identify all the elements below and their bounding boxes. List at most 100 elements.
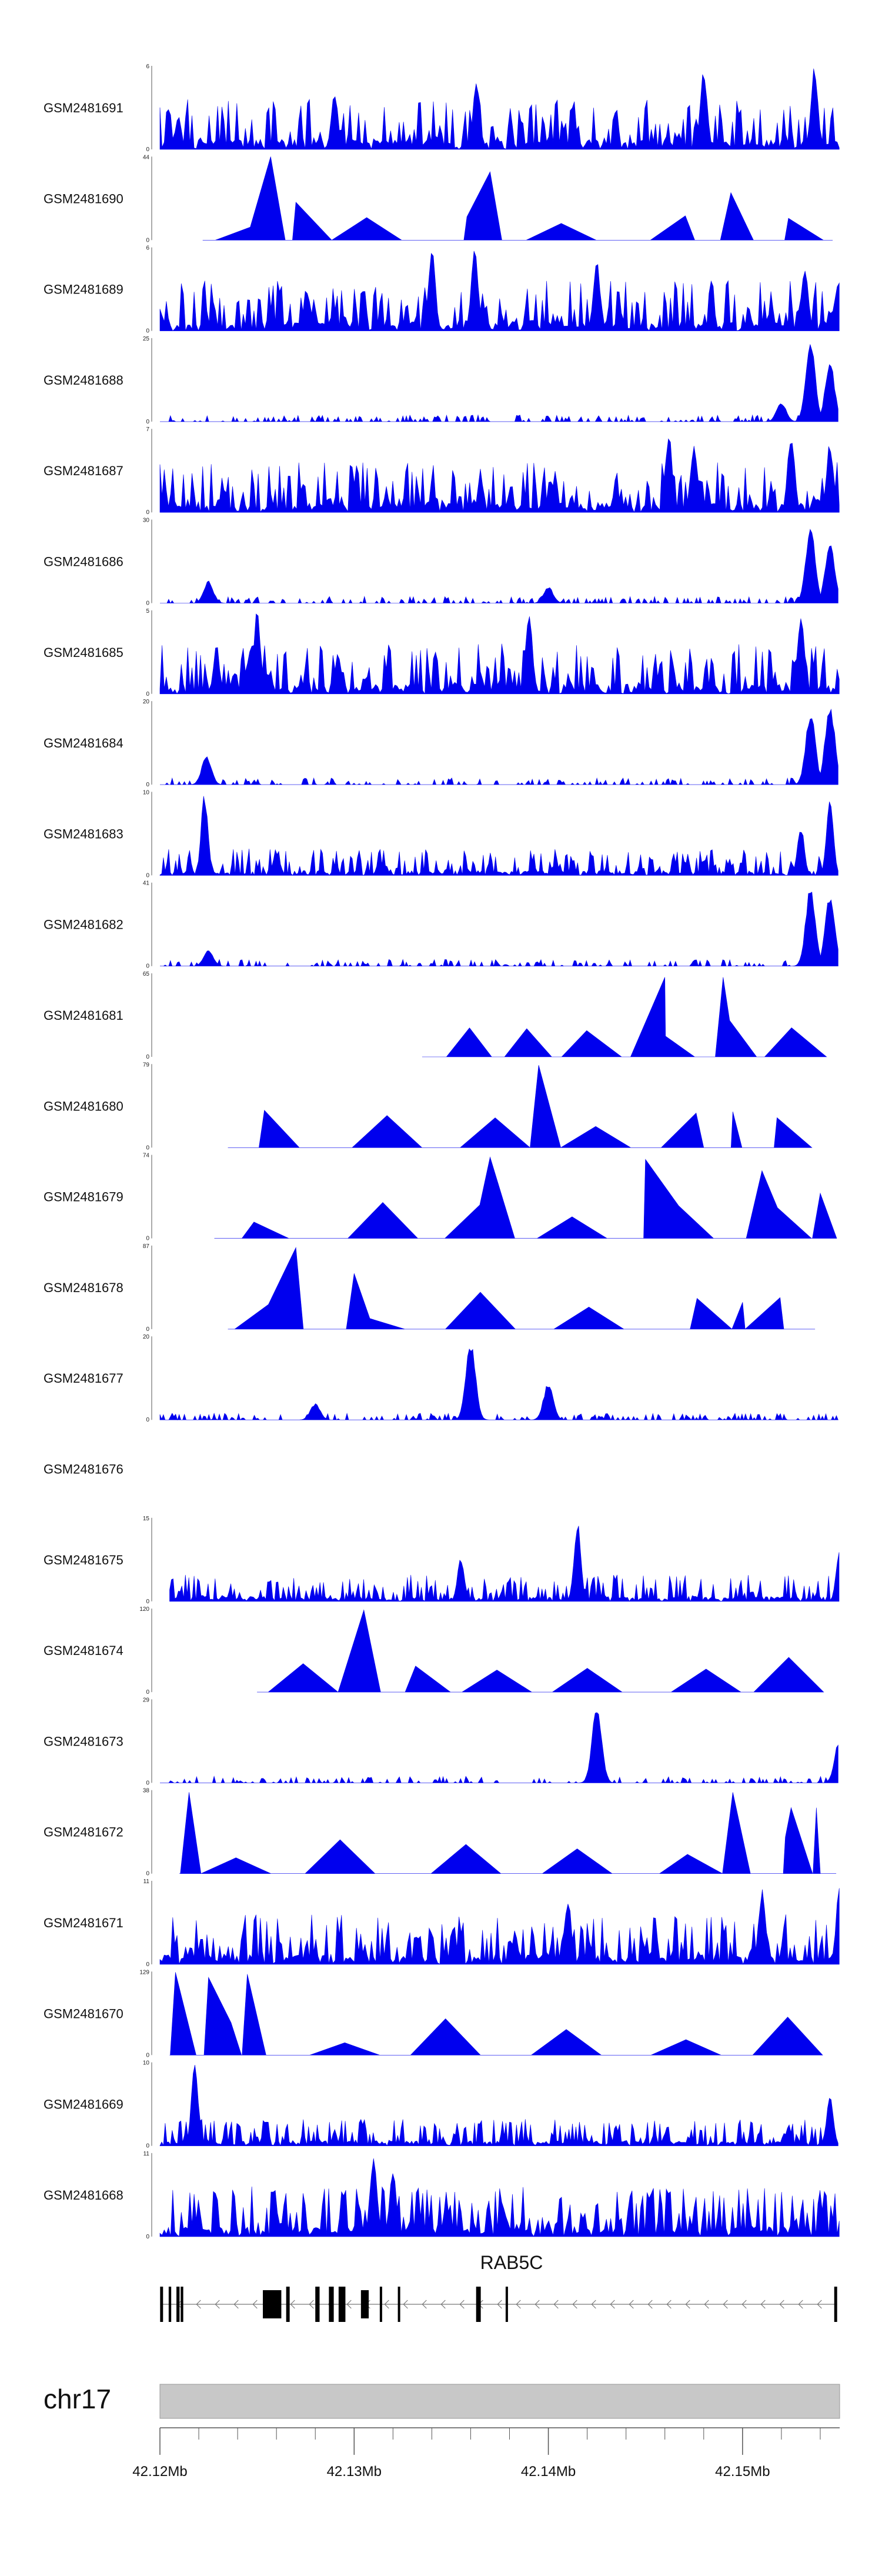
strand-chevron: [666, 2300, 671, 2309]
signal-area: [160, 1712, 838, 1784]
gene-exon: [360, 2290, 369, 2318]
track-label: GSM2481675: [44, 1553, 123, 1567]
axis-tick-label: 42.13Mb: [327, 2464, 382, 2480]
track-GSM2481673: GSM2481673 29 0: [44, 1697, 838, 1786]
track-GSM2481672: GSM2481672 38 0: [44, 1788, 837, 1877]
track-ymax-label: 6: [146, 64, 149, 70]
track-ymax-label: 7: [146, 426, 149, 433]
track-ymin-label: 0: [146, 600, 149, 607]
track-label: GSM2481685: [44, 645, 123, 660]
track-GSM2481678: GSM2481678 87 0: [44, 1243, 816, 1333]
track-label: GSM2481672: [44, 1825, 123, 1840]
strand-chevron: [233, 2300, 239, 2309]
track-GSM2481688: GSM2481688 25 0: [44, 336, 838, 425]
track-ymin-label: 0: [146, 1780, 149, 1786]
track-label: GSM2481689: [44, 282, 123, 297]
strand-chevron: [798, 2300, 803, 2309]
strand-chevron: [685, 2300, 690, 2309]
strand-chevron: [459, 2300, 465, 2309]
track-ymax-label: 10: [143, 789, 150, 796]
track-ymax-label: 15: [143, 1516, 150, 1522]
track-label: GSM2481683: [44, 826, 123, 841]
track-label: GSM2481687: [44, 463, 123, 478]
signal-area: [169, 1972, 823, 2056]
gene-exon: [176, 2287, 180, 2322]
track-ymin-label: 0: [146, 1236, 149, 1242]
signal-area: [257, 1609, 824, 1693]
signal-area: [159, 251, 840, 332]
track-ymin-label: 0: [146, 1144, 149, 1151]
track-GSM2481676: GSM2481676: [44, 1462, 123, 1477]
gene-exon: [329, 2287, 334, 2322]
gene-exon: [379, 2287, 382, 2322]
strand-chevron: [497, 2300, 502, 2309]
track-ymax-label: 11: [143, 2151, 150, 2157]
track-label: GSM2481669: [44, 2097, 123, 2112]
track-ymax-label: 10: [143, 2060, 150, 2067]
track-label: GSM2481673: [44, 1734, 123, 1749]
track-GSM2481682: GSM2481682 41 0: [44, 880, 838, 970]
axis-tick-label: 42.14Mb: [521, 2464, 576, 2480]
signal-area: [422, 977, 827, 1057]
track-ymax-label: 5: [146, 608, 149, 615]
track-ymin-label: 0: [146, 419, 149, 425]
track-ymax-label: 11: [143, 1878, 150, 1885]
strand-chevron: [723, 2300, 728, 2309]
track-ymin-label: 0: [146, 1326, 149, 1333]
track-GSM2481680: GSM2481680 79 0: [44, 1062, 813, 1151]
track-GSM2481689: GSM2481689 6 0: [44, 245, 840, 335]
track-label: GSM2481686: [44, 555, 123, 569]
track-ymin-label: 0: [146, 872, 149, 879]
track-ymax-label: 25: [143, 336, 150, 342]
strand-chevron: [741, 2300, 747, 2309]
track-ymin-label: 0: [146, 1599, 149, 1605]
signal-area: [202, 156, 833, 241]
strand-chevron: [817, 2300, 822, 2309]
track-ymin-label: 0: [146, 1417, 149, 1423]
strand-chevron: [516, 2300, 521, 2309]
track-GSM2481675: GSM2481675 15 0: [44, 1516, 840, 1605]
track-ymax-label: 41: [143, 880, 150, 887]
track-label: GSM2481674: [44, 1643, 123, 1658]
gene-exon: [168, 2287, 172, 2322]
signal-area: [169, 1526, 840, 1602]
track-label: GSM2481677: [44, 1371, 123, 1386]
signal-area: [228, 1065, 813, 1148]
signal-area: [159, 613, 840, 695]
strand-chevron: [629, 2300, 634, 2309]
gene-exon: [476, 2287, 481, 2322]
strand-chevron: [384, 2300, 389, 2309]
track-label: GSM2481671: [44, 1916, 123, 1930]
signal-area: [228, 1247, 816, 1330]
strand-chevron: [440, 2300, 446, 2309]
track-GSM2481683: GSM2481683 10 0: [44, 789, 838, 879]
strand-chevron: [252, 2300, 258, 2309]
strand-chevron: [572, 2300, 577, 2309]
track-GSM2481685: GSM2481685 5 0: [44, 608, 840, 698]
signal-area: [159, 2158, 840, 2237]
signal-area: [159, 1888, 840, 1965]
track-ymax-label: 74: [143, 1153, 150, 1159]
gene-exon: [181, 2287, 183, 2322]
track-GSM2481679: GSM2481679 74 0: [44, 1153, 837, 1242]
gene-exon: [338, 2287, 346, 2322]
strand-chevron: [290, 2300, 295, 2309]
track-label: GSM2481682: [44, 917, 123, 932]
track-GSM2481677: GSM2481677 20 0: [44, 1334, 838, 1423]
strand-chevron: [196, 2300, 201, 2309]
track-ymin-label: 0: [146, 1961, 149, 1968]
chromosome-label: chr17: [44, 2384, 111, 2414]
gene-exon: [263, 2290, 282, 2318]
signal-area: [159, 796, 838, 876]
gene-exon: [834, 2287, 837, 2322]
genome-axis: 42.12Mb 42.13Mb 42.14Mb 42.15Mb: [132, 2427, 840, 2480]
track-ymax-label: 120: [139, 1606, 149, 1613]
gene-model-track: RAB5C: [160, 2252, 837, 2322]
track-label: GSM2481680: [44, 1099, 123, 1113]
track-GSM2481687: GSM2481687 7 0: [44, 426, 840, 516]
track-ymax-label: 79: [143, 1062, 150, 1068]
strand-chevron: [760, 2300, 766, 2309]
gene-exon: [397, 2287, 400, 2322]
strand-chevron: [647, 2300, 653, 2309]
